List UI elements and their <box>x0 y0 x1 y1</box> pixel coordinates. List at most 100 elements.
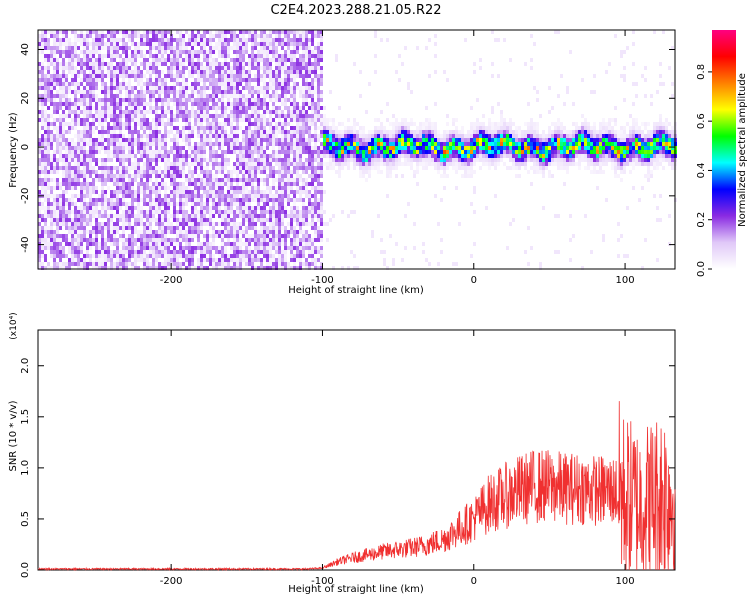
spectrogram-cell <box>44 54 47 58</box>
spectrogram-cell <box>317 90 320 94</box>
spectrogram-cell <box>215 42 218 46</box>
spectrogram-cell <box>275 110 278 114</box>
spectrogram-cell <box>299 174 302 178</box>
spectrogram-cell <box>98 114 101 118</box>
spectrogram-cell <box>38 46 41 50</box>
spectrogram-cell <box>74 194 77 198</box>
spectrogram-cell <box>299 194 302 198</box>
spectrogram-cell <box>266 46 269 50</box>
spectrogram-cell <box>53 210 56 214</box>
spectrogram-cell <box>296 162 299 166</box>
spectrogram-cell <box>113 86 116 90</box>
spectrogram-cell <box>113 142 116 146</box>
spectrogram-cell <box>86 194 89 198</box>
spectrogram-cell <box>215 114 218 118</box>
spectrogram-cell <box>110 226 113 230</box>
spectrogram-cell <box>74 114 77 118</box>
spectrogram-cell <box>173 126 176 130</box>
spectrogram-cell <box>239 118 242 122</box>
spectrogram-cell <box>239 46 242 50</box>
spectrogram-cell <box>119 258 122 262</box>
spectrogram-cell <box>137 114 140 118</box>
spectrogram-cell <box>173 78 176 82</box>
spectrogram-cell <box>284 230 287 234</box>
spectrogram-cell <box>218 90 221 94</box>
spectrogram-cell <box>248 58 251 62</box>
spectrogram-cell <box>152 122 155 126</box>
spectrogram-cell <box>308 122 311 126</box>
spectrogram-cell <box>266 250 269 254</box>
spectrogram-cell <box>314 102 317 106</box>
spectrogram-cell <box>170 50 173 54</box>
spectrogram-cell <box>233 118 236 122</box>
spectrogram-cell <box>248 162 251 166</box>
spectrogram-cell <box>293 154 296 158</box>
spectrogram-cell <box>140 206 143 210</box>
spectrogram-cell <box>248 70 251 74</box>
spectrogram-cell <box>236 58 239 62</box>
spectrogram-cell <box>155 86 158 90</box>
spectrogram-cell <box>338 158 341 162</box>
spectrogram-cell <box>224 258 227 262</box>
spectrogram-cell <box>89 242 92 246</box>
spectrogram-cell <box>86 138 89 142</box>
spectrogram-cell <box>113 114 116 118</box>
spectrogram-cell <box>86 50 89 54</box>
spectrogram-cell <box>236 210 239 214</box>
spectrogram-cell <box>152 94 155 98</box>
spectrogram-cell <box>320 182 323 186</box>
spectrogram-cell <box>317 166 320 170</box>
spectrogram-cell <box>269 138 272 142</box>
spectrogram-cell <box>194 90 197 94</box>
spectrogram-cell <box>143 222 146 226</box>
spectrogram-cell <box>350 134 353 138</box>
spectrogram-cell <box>47 166 50 170</box>
spectrogram-cell <box>167 150 170 154</box>
spectrogram-cell <box>266 210 269 214</box>
spectrogram-cell <box>209 34 212 38</box>
spectrogram-cell <box>248 166 251 170</box>
spectrogram-cell <box>167 230 170 234</box>
spectrogram-cell <box>287 174 290 178</box>
spectrogram-cell <box>296 266 299 270</box>
spectrogram-cell <box>104 266 107 270</box>
spectrogram-cell <box>272 174 275 178</box>
spectrogram-cell <box>302 38 305 42</box>
spectrogram-cell <box>53 242 56 246</box>
spectrogram-cell <box>227 54 230 58</box>
spectrogram-cell <box>113 226 116 230</box>
spectrogram-cell <box>197 238 200 242</box>
spectrogram-cell <box>206 70 209 74</box>
spectrogram-cell <box>161 170 164 174</box>
spectrogram-cell <box>206 218 209 222</box>
spectrogram-cell <box>305 246 308 250</box>
spectrogram-cell <box>203 158 206 162</box>
spectrogram-cell <box>269 266 272 270</box>
spectrogram-cell <box>98 194 101 198</box>
spectrogram-cell <box>77 214 80 218</box>
spectrogram-cell <box>53 198 56 202</box>
spectrogram-cell <box>272 178 275 182</box>
spectrogram-cell <box>236 82 239 86</box>
spectrogram-cell <box>170 230 173 234</box>
spectrogram-cell <box>242 34 245 38</box>
spectrogram-cell <box>311 114 314 118</box>
spectrogram-cell <box>248 194 251 198</box>
spectrogram-cell <box>236 262 239 266</box>
spectrogram-cell <box>173 198 176 202</box>
spectrogram-cell <box>254 194 257 198</box>
spectrogram-cell <box>272 30 275 34</box>
spectrogram-cell <box>194 142 197 146</box>
spectrogram-cell <box>245 150 248 154</box>
spectrogram-cell <box>77 58 80 62</box>
spectrogram-cell <box>83 166 86 170</box>
spectrogram-cell <box>353 162 356 166</box>
spectrogram-cell <box>140 222 143 226</box>
spectrogram-cell <box>284 94 287 98</box>
spectrogram-cell <box>83 146 86 150</box>
spectrogram-cell <box>194 166 197 170</box>
spectrogram-cell <box>302 254 305 258</box>
spectrogram-cell <box>191 126 194 130</box>
spectrogram-cell <box>314 150 317 154</box>
spectrogram-cell <box>68 58 71 62</box>
